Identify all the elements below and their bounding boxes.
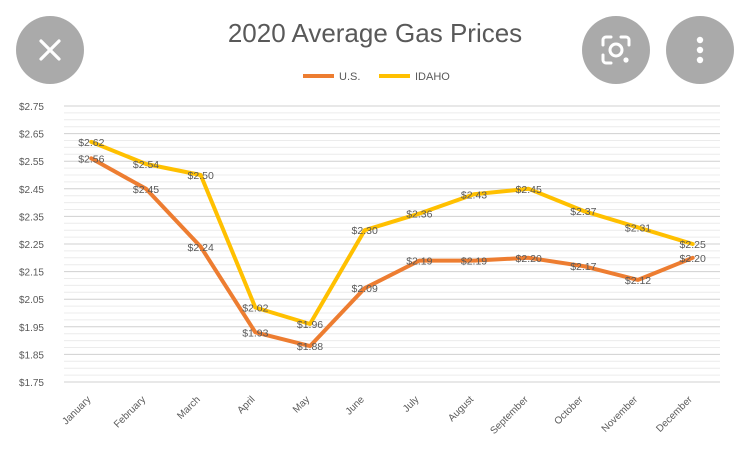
data-label: $1.96 — [297, 319, 323, 331]
x-tick-label: February — [112, 394, 148, 430]
visual-search-button[interactable] — [582, 16, 650, 84]
x-tick-label: November — [600, 394, 641, 435]
data-label: $2.19 — [406, 256, 432, 268]
data-label: $1.88 — [297, 341, 323, 353]
chart-legend: U.S. IDAHO — [303, 71, 450, 83]
y-tick-label: $1.85 — [19, 350, 44, 361]
data-label: $2.25 — [680, 239, 706, 251]
y-tick-label: $2.55 — [19, 157, 44, 168]
data-label: $2.43 — [461, 189, 487, 201]
data-label: $2.45 — [133, 184, 159, 196]
y-tick-label: $1.95 — [19, 323, 44, 334]
data-labels: $2.56 $2.45 $2.24 $1.93 $1.88 $2.09 $2.19 $2.19… — [78, 137, 706, 353]
data-label: $2.20 — [680, 253, 706, 265]
chart-title: 2020 Average Gas Prices — [228, 18, 522, 48]
x-tick-label: October — [553, 394, 586, 427]
x-tick-label: July — [401, 394, 421, 414]
data-label: $2.30 — [352, 225, 378, 237]
data-label: $2.36 — [406, 209, 432, 221]
series-lines — [89, 139, 695, 349]
data-label: $2.56 — [78, 153, 104, 165]
data-label: $2.62 — [78, 137, 104, 149]
data-label: $2.19 — [461, 256, 487, 268]
x-tick-label: September — [488, 394, 531, 437]
x-axis: January February March April May June July Augu… — [61, 394, 696, 437]
x-tick-label: December — [654, 394, 695, 435]
data-label: $2.02 — [242, 302, 268, 314]
x-tick-label: August — [446, 394, 476, 424]
data-label: $2.09 — [352, 283, 378, 295]
data-label: $2.54 — [133, 159, 159, 171]
x-tick-label: April — [236, 394, 258, 416]
data-label: $2.12 — [625, 275, 651, 287]
close-icon — [39, 39, 61, 61]
y-tick-label: $2.75 — [19, 102, 44, 113]
more-vert-icon — [696, 36, 704, 64]
gridlines — [64, 105, 720, 383]
data-label: $2.17 — [570, 261, 596, 273]
y-tick-label: $2.65 — [19, 130, 44, 141]
visual-search-icon — [601, 35, 631, 65]
close-button[interactable] — [16, 16, 84, 84]
series-line-idaho — [89, 139, 695, 326]
data-label: $2.50 — [188, 170, 214, 182]
y-tick-label: $2.05 — [19, 295, 44, 306]
data-label: $2.37 — [570, 206, 596, 218]
data-label: $2.24 — [188, 242, 214, 254]
y-tick-label: $2.15 — [19, 268, 44, 279]
series-line-us — [89, 156, 695, 349]
data-label: $1.93 — [242, 327, 268, 339]
y-tick-label: $1.75 — [19, 378, 44, 389]
y-tick-label: $2.35 — [19, 212, 44, 223]
x-tick-label: March — [175, 394, 202, 421]
x-tick-label: June — [344, 394, 367, 417]
x-tick-label: January — [61, 394, 94, 427]
data-label: $2.20 — [516, 253, 542, 265]
legend-label-us: U.S. — [339, 71, 360, 83]
x-tick-label: May — [291, 394, 312, 415]
y-tick-label: $2.45 — [19, 185, 44, 196]
y-tick-label: $2.25 — [19, 240, 44, 251]
y-axis: $1.75 $1.85 $1.95 $2.05 $2.15 $2.25 $2.35 $2.45… — [19, 102, 44, 389]
data-label: $2.31 — [625, 222, 651, 234]
more-options-button[interactable] — [666, 16, 734, 84]
legend-label-idaho: IDAHO — [415, 71, 450, 83]
data-label: $2.45 — [516, 184, 542, 196]
